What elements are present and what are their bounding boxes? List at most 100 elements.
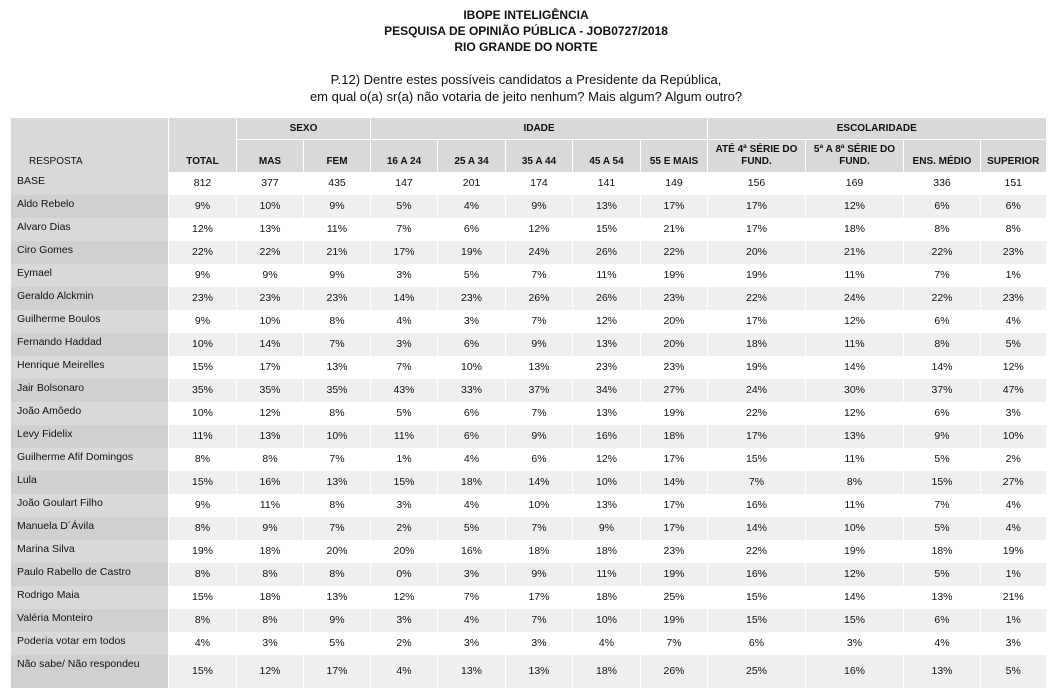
- cell: 47%: [980, 378, 1046, 402]
- cell: 17%: [640, 516, 708, 540]
- row-label: Ciro Gomes: [10, 240, 169, 264]
- cell: 18%: [505, 539, 573, 563]
- cell: 5%: [980, 654, 1046, 688]
- cell: 23%: [236, 286, 304, 310]
- cell: 5%: [903, 447, 981, 471]
- cell: 19%: [640, 608, 708, 632]
- cell: 23%: [640, 355, 708, 379]
- cell: 4%: [437, 194, 506, 218]
- table-row: Fernando Haddad 10% 14% 7% 3% 6% 9% 13% 20% 18% 11…: [10, 332, 1046, 356]
- cell: 7%: [903, 493, 981, 517]
- cell: 7%: [505, 309, 573, 333]
- row-label: Aldo Rebelo: [10, 194, 169, 218]
- cell: 17%: [640, 493, 708, 517]
- cell: 22%: [903, 240, 981, 264]
- row-label: BASE: [10, 171, 169, 195]
- table-row: Poderia votar em todos 4% 3% 5% 2% 3% 3% 4% 7% 6%…: [10, 631, 1046, 655]
- cell: 8%: [168, 447, 237, 471]
- cell: 8%: [805, 470, 904, 494]
- cell: 4%: [980, 493, 1046, 517]
- cell: 147: [370, 171, 438, 195]
- cell: 20%: [707, 240, 806, 264]
- row-label: Lula: [10, 470, 169, 494]
- cell: 18%: [437, 470, 506, 494]
- cell: 22%: [707, 286, 806, 310]
- cell: 12%: [168, 217, 237, 241]
- cell: 13%: [236, 217, 304, 241]
- cell: 9%: [168, 194, 237, 218]
- cell: 11%: [805, 263, 904, 287]
- column-header: 45 A 54: [572, 139, 641, 172]
- row-label: Alvaro Dias: [10, 217, 169, 241]
- cell: 23%: [303, 286, 371, 310]
- cell: 9%: [505, 194, 573, 218]
- cell: 9%: [168, 309, 237, 333]
- table-row: João Amôedo 10% 12% 8% 5% 6% 7% 13% 19% 22% 12% 6% 3…: [10, 401, 1046, 425]
- cell: 14%: [903, 355, 981, 379]
- group-header: ESCOLARIDADE: [707, 118, 1046, 140]
- table-row: João Goulart Filho 9% 11% 8% 3% 4% 10% 13% 17% 16…: [10, 493, 1046, 517]
- table-row: Ciro Gomes 22% 22% 21% 17% 19% 24% 26% 22% 20% 21%…: [10, 240, 1046, 264]
- table-row: Henrique Meirelles 15% 17% 13% 7% 10% 13% 23% 23…: [10, 355, 1046, 379]
- cell: 13%: [903, 585, 981, 609]
- cell: 8%: [903, 332, 981, 356]
- cell: 10%: [168, 401, 237, 425]
- cell: 8%: [303, 309, 371, 333]
- cell: 1%: [980, 608, 1046, 632]
- cell: 7%: [303, 516, 371, 540]
- cell: 18%: [572, 539, 641, 563]
- cell: 24%: [505, 240, 573, 264]
- cell: 1%: [370, 447, 438, 471]
- cell: 9%: [303, 263, 371, 287]
- row-label: Manuela D´Ávila: [10, 516, 169, 540]
- page: IBOPE INTELIGÊNCIA PESQUISA DE OPINIÃO P…: [10, 8, 1046, 688]
- table-row: Levy Fidelix 11% 13% 10% 11% 6% 9% 16% 18% 17% 13%…: [10, 424, 1046, 448]
- cell: 18%: [805, 217, 904, 241]
- cell: 37%: [505, 378, 573, 402]
- cell: 4%: [980, 516, 1046, 540]
- row-label: Poderia votar em todos: [10, 631, 169, 655]
- cell: 23%: [640, 286, 708, 310]
- cell: 15%: [168, 355, 237, 379]
- cell: 169: [805, 171, 904, 195]
- cell: 19%: [168, 539, 237, 563]
- cell: 12%: [572, 447, 641, 471]
- cell: 35%: [168, 378, 237, 402]
- cell: 11%: [572, 562, 641, 586]
- cell: 5%: [980, 332, 1046, 356]
- cell: 30%: [805, 378, 904, 402]
- cell: 13%: [236, 424, 304, 448]
- label-header: RESPOSTA: [10, 118, 169, 172]
- cell: 19%: [707, 355, 806, 379]
- cell: 14%: [805, 355, 904, 379]
- cell: 8%: [236, 562, 304, 586]
- cell: 18%: [640, 424, 708, 448]
- cell: 11%: [236, 493, 304, 517]
- cell: 14%: [236, 332, 304, 356]
- cell: 17%: [707, 217, 806, 241]
- cell: 13%: [303, 355, 371, 379]
- cell: 43%: [370, 378, 438, 402]
- cell: 17%: [640, 194, 708, 218]
- cell: 16%: [707, 562, 806, 586]
- cell: 19%: [640, 562, 708, 586]
- cell: 4%: [437, 447, 506, 471]
- cell: 18%: [572, 585, 641, 609]
- cell: 18%: [903, 539, 981, 563]
- cell: 174: [505, 171, 573, 195]
- cell: 22%: [236, 240, 304, 264]
- cell: 2%: [980, 447, 1046, 471]
- cell: 18%: [236, 539, 304, 563]
- cell: 13%: [437, 654, 506, 688]
- cell: 8%: [236, 608, 304, 632]
- cell: 13%: [903, 654, 981, 688]
- cell: 20%: [370, 539, 438, 563]
- cell: 11%: [805, 493, 904, 517]
- cell: 10%: [437, 355, 506, 379]
- cell: 17%: [707, 194, 806, 218]
- column-header: SUPERIOR: [980, 139, 1046, 172]
- cell: 23%: [572, 355, 641, 379]
- table-row: Rodrigo Maia 15% 18% 13% 12% 7% 17% 18% 25% 15% 14…: [10, 585, 1046, 609]
- cell: 9%: [572, 516, 641, 540]
- cell: 26%: [572, 240, 641, 264]
